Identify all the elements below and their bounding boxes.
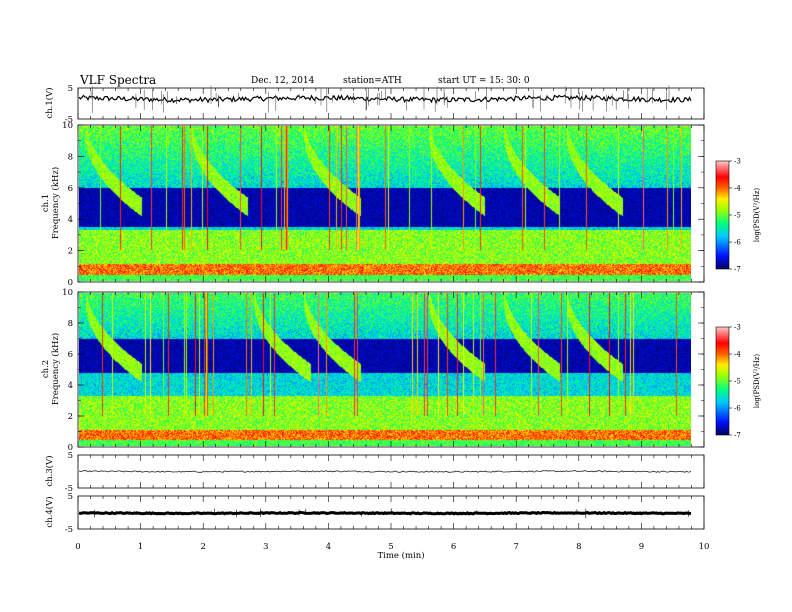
ch1-waveform-ylabel: ch.1(V) <box>44 87 55 118</box>
x-tick-label: 9 <box>639 542 644 552</box>
ch4-waveform-ylabel: ch.4(V) <box>44 496 55 527</box>
y-tick-label: -5 <box>65 115 73 125</box>
y-tick-label: 2 <box>68 247 73 257</box>
y-tick-label: 8 <box>68 152 73 162</box>
y-tick-label: 0 <box>68 278 73 288</box>
x-axis-label: Time (min) <box>377 550 424 561</box>
ch4-waveform-spikes <box>94 508 689 519</box>
y-tick-label: 5 <box>68 84 73 94</box>
colorbar-tick-label: -7 <box>734 266 741 274</box>
ch2-colorbar-label: log(PSD(V²/Hz) <box>753 354 761 409</box>
ch2-spectrogram-ylabel-channel: ch.2 <box>41 360 51 378</box>
y-tick-label: 2 <box>68 412 73 422</box>
colorbar-tick-label: -4 <box>734 185 741 193</box>
start-time-label: start UT = 15: 30: 0 <box>438 76 530 86</box>
colorbar-tick-label: -4 <box>734 351 741 359</box>
ch2-colorbar <box>715 326 730 436</box>
y-tick-label: 0 <box>68 443 73 453</box>
x-tick-label: 2 <box>200 542 205 552</box>
ch3-waveform-line <box>78 470 692 473</box>
y-tick-label: -5 <box>65 525 73 535</box>
x-tick-label: 5 <box>388 542 393 552</box>
ch4-waveform-line <box>78 510 692 516</box>
x-tick-label: 0 <box>75 542 80 552</box>
y-tick-label: -5 <box>65 484 73 494</box>
ch2-spectrogram-ylabel-freq: Frequency (kHz) <box>50 333 61 405</box>
ch1-colorbar <box>715 160 730 270</box>
colorbar-tick-label: -5 <box>734 378 741 386</box>
station-label: station=ATH <box>343 76 402 86</box>
colorbar-tick-label: -3 <box>734 158 741 166</box>
ch1-colorbar-label: log(PSD(V²/Hz) <box>753 188 761 243</box>
x-tick-label: 8 <box>576 542 581 552</box>
date-label: Dec. 12, 2014 <box>251 76 315 86</box>
ch1-spectrogram-ylabel-channel: ch.1 <box>41 194 51 212</box>
ch1-waveform-line <box>78 93 692 104</box>
y-tick-label: 4 <box>68 215 73 225</box>
y-tick-label: 5 <box>68 492 73 502</box>
ch1-waveform-spikes <box>90 85 670 113</box>
x-tick-label: 3 <box>263 542 268 552</box>
colorbar-tick-label: -6 <box>734 405 741 413</box>
colorbar-tick-label: -6 <box>734 239 741 247</box>
colorbar-tick-label: -3 <box>734 324 741 332</box>
y-tick-label: 6 <box>68 184 73 194</box>
colorbar-tick-label: -7 <box>734 432 741 440</box>
colorbar-tick-label: -5 <box>734 212 741 220</box>
colorbar-ticks: -3 -4 -5 -6 -7 -3 -4 -5 -6 -7 <box>729 158 741 440</box>
x-tick-label: 1 <box>138 542 143 552</box>
ch3-waveform-ylabel: ch.3(V) <box>44 455 55 486</box>
ch1-spectrogram-image <box>79 126 691 281</box>
x-tick-label: 7 <box>513 542 518 552</box>
y-tick-label: 6 <box>68 350 73 360</box>
y-tick-label: 5 <box>68 451 73 461</box>
ch2-spectrogram-image <box>79 293 691 446</box>
x-tick-label: 10 <box>699 542 710 552</box>
x-tick-label: 6 <box>451 542 456 552</box>
ch1-spectrogram-ylabel-freq: Frequency (kHz) <box>50 167 61 239</box>
x-tick-label: 4 <box>326 542 331 552</box>
y-tick-label: 10 <box>62 121 73 131</box>
y-tick-label: 8 <box>68 319 73 329</box>
y-tick-label: 10 <box>62 288 73 298</box>
figure-title: VLF Spectra <box>79 73 156 87</box>
y-tick-label: 4 <box>68 381 73 391</box>
